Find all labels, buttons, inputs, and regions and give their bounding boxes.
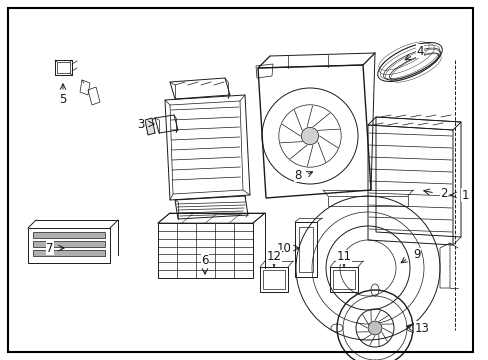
Bar [28, 228, 110, 263]
Text: 5: 5 [59, 93, 66, 105]
Bar [332, 270, 354, 289]
Polygon shape [145, 118, 155, 135]
Text: 11: 11 [336, 251, 351, 264]
Text: 13: 13 [414, 321, 428, 334]
Text: 4: 4 [415, 45, 423, 58]
Text: 6: 6 [201, 255, 208, 267]
Circle shape [301, 127, 318, 145]
Bar [33, 250, 105, 256]
Bar [33, 241, 105, 247]
Bar [263, 270, 285, 289]
Text: 8: 8 [294, 168, 301, 181]
Text: 10: 10 [276, 242, 291, 255]
Text: 2: 2 [439, 186, 447, 199]
Bar [298, 227, 312, 272]
Circle shape [367, 321, 381, 335]
Bar [294, 222, 316, 277]
Text: 9: 9 [412, 248, 420, 261]
Bar [329, 267, 357, 292]
Text: 7: 7 [46, 242, 54, 255]
Bar [33, 232, 105, 238]
Bar [260, 267, 287, 292]
Text: 3: 3 [137, 117, 144, 131]
Text: 1: 1 [460, 189, 468, 202]
Text: 12: 12 [266, 251, 281, 264]
